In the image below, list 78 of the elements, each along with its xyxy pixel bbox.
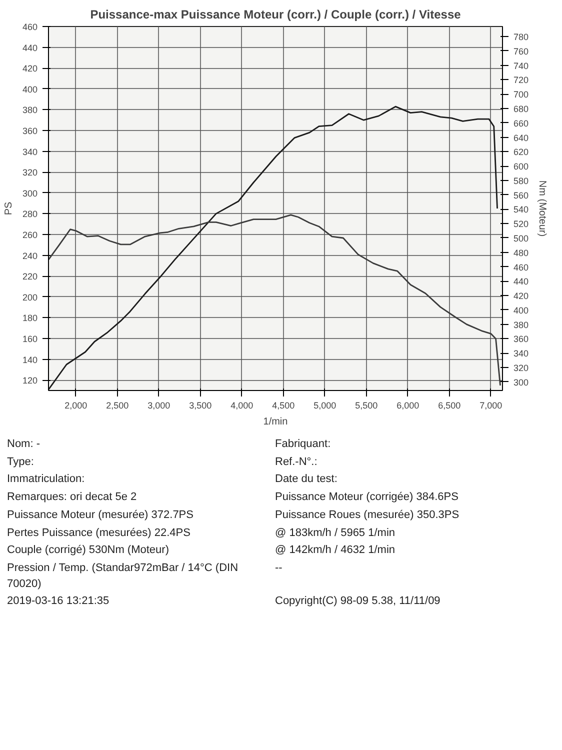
- y-tick-label: 160: [22, 334, 38, 344]
- x-tick-label: 2,500: [106, 400, 129, 410]
- y2-tick-label: 300: [514, 377, 529, 388]
- y2-tick-label: 360: [514, 334, 529, 344]
- y2-tick-label: 780: [514, 32, 529, 42]
- y-tick-label: 340: [22, 146, 38, 157]
- y-tick-label: 200: [22, 292, 38, 302]
- y2-tick-label: 640: [514, 132, 529, 143]
- text: Puissance Moteur (mesurée) 372.7PS: [6, 508, 194, 523]
- y2-tick-label: 460: [514, 262, 529, 272]
- text: Puissance Moteur (corrigée) 384.6PS: [274, 490, 460, 506]
- y2-tick-label: 420: [514, 291, 529, 302]
- y2-axis-title: Nm (Moteur): [536, 180, 548, 237]
- y2-tick-label: 540: [514, 204, 529, 215]
- text: --: [274, 560, 284, 576]
- y2-tick-label: 480: [514, 248, 529, 258]
- y-tick-label: 460: [22, 22, 38, 32]
- x-tick-label: 6,000: [396, 400, 420, 410]
- line-series: [48, 106, 498, 390]
- y2-tick-label: 400: [514, 305, 529, 316]
- chart-title: Puissance-max Puissance Moteur (corr.) / Couple (corr.) / Vitesse: [90, 8, 462, 22]
- text: Immatriculation:: [6, 472, 86, 488]
- y2-tick-label: 580: [514, 176, 529, 186]
- y-tick-label: 240: [22, 250, 38, 261]
- text: Type:: [6, 454, 35, 470]
- x-tick-label: 3,500: [189, 400, 212, 410]
- y2-tick-label: 520: [514, 219, 529, 230]
- y-tick-label: 380: [22, 105, 38, 116]
- y2-tick-label: 720: [514, 75, 529, 86]
- y-tick-label: 180: [22, 313, 38, 324]
- text: Ref.-N°.:: [274, 454, 318, 470]
- x-tick-label: 5,500: [355, 400, 378, 410]
- line-series: [48, 214, 501, 386]
- text: 2019-03-16 13:21:35: [6, 594, 110, 610]
- y2-tick-label: 620: [514, 147, 529, 158]
- y2-tick-label: 760: [514, 46, 529, 56]
- y2-tick-label: 740: [514, 60, 529, 71]
- x-tick-label: 4,500: [272, 400, 295, 410]
- text: Pertes Puissance (mesurées) 22.4PS: [6, 526, 192, 541]
- y-tick-label: 120: [22, 376, 38, 386]
- text: @ 142km/h / 4632 1/min: [274, 543, 396, 558]
- y-tick-label: 440: [22, 42, 38, 53]
- y-tick-label: 220: [22, 272, 38, 282]
- y2-tick-label: 380: [514, 320, 529, 330]
- y-tick-label: 140: [22, 354, 38, 365]
- x-tick-label: 7,000: [480, 400, 502, 410]
- y-tick-label: 400: [22, 84, 38, 94]
- y2-tick-label: 680: [514, 104, 529, 114]
- y2-tick-label: 600: [514, 162, 529, 172]
- y-tick-label: 420: [22, 64, 38, 74]
- y-tick-label: 300: [22, 188, 38, 198]
- y2-tick-label: 660: [514, 118, 529, 128]
- text: Puissance Roues (mesurée) 350.3PS: [274, 508, 460, 523]
- text: Nom: -: [6, 437, 41, 452]
- text: Remarques: ori decat 5e 2: [6, 490, 138, 506]
- y-tick-label: 260: [22, 230, 38, 240]
- y-tick-label: 360: [22, 126, 38, 136]
- text: Copyright(C) 98-09 5.38, 11/11/09: [274, 594, 442, 610]
- y-tick-label: 320: [22, 168, 38, 178]
- y-tick-label: 280: [22, 209, 38, 220]
- y2-tick-label: 440: [514, 276, 529, 287]
- y2-tick-label: 500: [514, 233, 529, 244]
- text: Pression / Temp. (Standar972mBar / 14°C (DIN 70020): [6, 560, 240, 592]
- y2-tick-label: 340: [514, 348, 529, 359]
- x-tick-label: 3,000: [148, 400, 170, 410]
- x-tick-label: 2,000: [64, 400, 88, 410]
- x-tick-label: 4,000: [230, 400, 254, 410]
- y2-tick-label: 320: [514, 362, 529, 373]
- x-axis-title: 1/min: [263, 416, 288, 428]
- text: Date du test:: [274, 472, 338, 488]
- x-tick-label: 5,000: [314, 400, 336, 410]
- y2-tick-label: 700: [514, 90, 529, 100]
- y-axis-title: PS: [3, 202, 14, 216]
- x-tick-label: 6,500: [438, 400, 461, 410]
- text: @ 183km/h / 5965 1/min: [274, 526, 396, 541]
- text: Fabriquant:: [274, 437, 332, 452]
- text: Couple (corrigé) 530Nm (Moteur): [6, 543, 170, 558]
- y2-tick-label: 560: [514, 190, 529, 200]
